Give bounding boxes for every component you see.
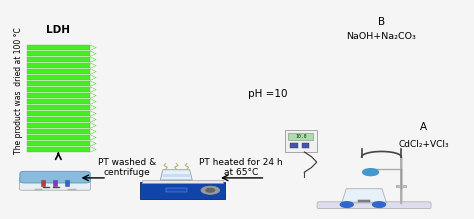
Bar	[64, 180, 69, 185]
Bar	[142, 180, 223, 183]
Bar	[53, 180, 57, 185]
Circle shape	[340, 202, 353, 207]
Text: CdCl₂+VCl₃: CdCl₂+VCl₃	[398, 140, 449, 149]
Bar	[27, 111, 91, 116]
Bar	[165, 188, 187, 192]
FancyBboxPatch shape	[20, 171, 90, 183]
Polygon shape	[160, 170, 192, 180]
FancyBboxPatch shape	[317, 202, 431, 209]
Bar	[27, 105, 91, 110]
Bar	[290, 143, 298, 148]
Bar	[54, 187, 60, 188]
Circle shape	[201, 186, 219, 194]
Circle shape	[373, 202, 385, 207]
Bar	[27, 93, 91, 98]
Bar	[27, 135, 91, 140]
Text: PT washed &
centrifuge: PT washed & centrifuge	[98, 158, 156, 177]
Bar	[396, 185, 406, 187]
Bar	[27, 57, 91, 62]
Bar	[27, 129, 91, 134]
Bar	[42, 180, 46, 185]
Polygon shape	[163, 174, 190, 177]
Circle shape	[363, 169, 379, 176]
Bar	[140, 182, 225, 199]
Bar	[27, 51, 91, 56]
Bar	[301, 143, 310, 148]
Polygon shape	[342, 189, 386, 203]
FancyBboxPatch shape	[19, 177, 91, 190]
Bar	[27, 69, 91, 74]
Bar	[68, 189, 75, 190]
Bar	[27, 87, 91, 92]
Bar	[44, 187, 50, 188]
Bar	[27, 75, 91, 80]
Bar	[27, 147, 91, 152]
Text: 10.0: 10.0	[295, 134, 307, 139]
Bar	[27, 99, 91, 104]
Text: NaOH+Na₂CO₃: NaOH+Na₂CO₃	[346, 32, 416, 41]
Bar	[27, 63, 91, 68]
Bar	[288, 133, 313, 140]
Bar	[285, 130, 317, 152]
Text: PT heated for 24 h
at 65°C: PT heated for 24 h at 65°C	[199, 158, 283, 177]
Text: pH =10: pH =10	[248, 89, 287, 99]
Bar	[27, 45, 91, 50]
Circle shape	[206, 188, 215, 192]
Text: LDH: LDH	[46, 25, 70, 35]
Text: The product was  dried at 100 °C: The product was dried at 100 °C	[14, 27, 23, 154]
Bar	[27, 123, 91, 128]
Bar	[35, 189, 43, 190]
Text: B: B	[378, 18, 385, 28]
Bar	[27, 141, 91, 146]
Text: A: A	[420, 122, 427, 132]
Bar	[27, 117, 91, 122]
Bar	[27, 81, 91, 86]
Bar	[358, 200, 370, 202]
